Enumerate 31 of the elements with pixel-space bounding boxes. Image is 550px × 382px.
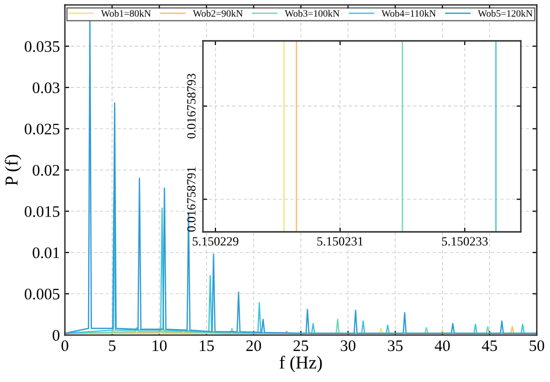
x-tick-label: 30 bbox=[340, 340, 356, 352]
x-tick-label: 5.150231 bbox=[317, 237, 363, 246]
legend-label: Wob2=90kN bbox=[192, 10, 243, 17]
x-tick-label: 0 bbox=[62, 340, 68, 352]
y-tick-label: 0.005 bbox=[24, 288, 60, 300]
legend-label: Wob1=80kN bbox=[101, 10, 151, 17]
x-tick-label: 40 bbox=[434, 340, 450, 352]
y-tick-label: 0 bbox=[52, 330, 60, 341]
x-tick-label: 50 bbox=[530, 340, 544, 352]
y-tick-label: 0.02 bbox=[32, 164, 60, 176]
y-axis-title: P (f) bbox=[4, 154, 22, 186]
y-tick-label: 0.035 bbox=[24, 41, 60, 52]
legend-label: Wob3=100kN bbox=[284, 10, 340, 17]
y-tick-label: 0.016758793 bbox=[187, 74, 196, 138]
x-tick-label: 45 bbox=[482, 340, 497, 352]
x-tick-label: 5.150233 bbox=[442, 237, 488, 246]
x-tick-label: 10 bbox=[152, 340, 167, 352]
legend-label: Wob4=110kN bbox=[381, 10, 436, 17]
y-tick-label: 0.015 bbox=[24, 206, 60, 218]
x-tick-label: 5.150229 bbox=[192, 237, 238, 246]
y-tick-label: 0.01 bbox=[32, 247, 60, 258]
legend-label: Wob5=120kN bbox=[478, 10, 533, 17]
x-tick-label: 15 bbox=[200, 340, 214, 352]
x-tick-label: 35 bbox=[388, 340, 403, 352]
x-tick-label: 5 bbox=[109, 340, 116, 352]
x-tick-label: 20 bbox=[246, 340, 262, 352]
x-tick-label: 25 bbox=[294, 340, 308, 352]
y-tick-label: 0.016758791 bbox=[187, 167, 196, 232]
y-tick-label: 0.025 bbox=[24, 124, 60, 135]
x-axis-title: f (Hz) bbox=[280, 356, 322, 372]
y-tick-label: 0.03 bbox=[32, 82, 60, 94]
